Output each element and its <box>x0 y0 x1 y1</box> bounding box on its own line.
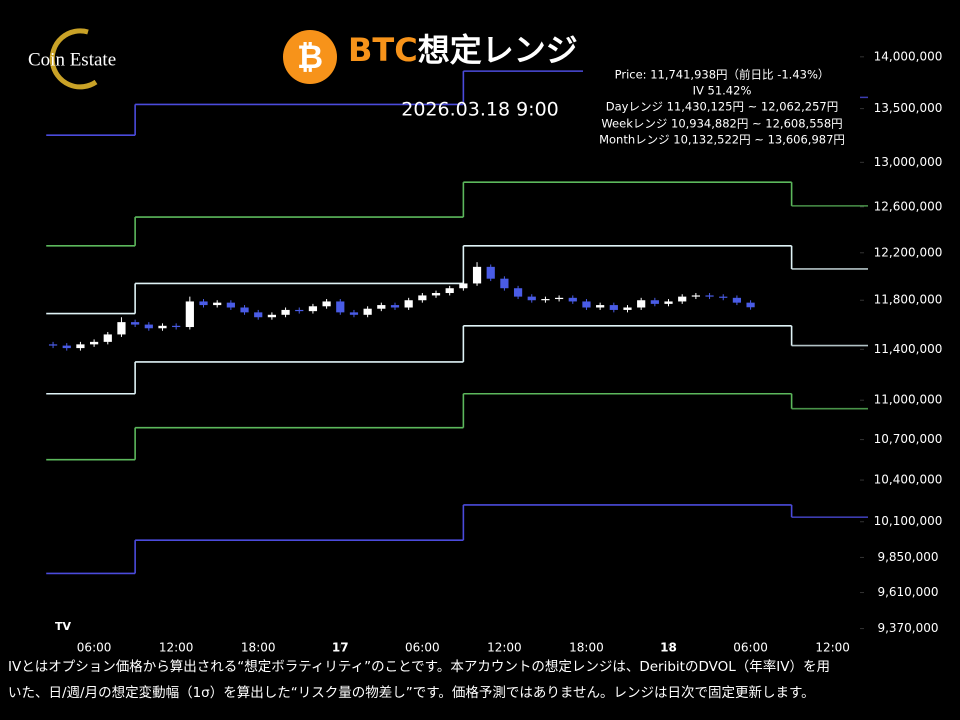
candle-body <box>158 325 167 329</box>
y-tick-label: 12,600,000 <box>874 199 943 213</box>
info-box <box>583 62 860 152</box>
candle-body <box>732 297 742 303</box>
info-line: IV 51.42% <box>693 84 752 98</box>
info-line: Weekレンジ 10,934,882円 ~ 12,608,558円 <box>601 117 842 131</box>
candle-body <box>349 312 359 315</box>
y-tick-label: 13,500,000 <box>874 101 943 115</box>
candle-body <box>62 345 71 349</box>
candle-body <box>568 297 577 302</box>
candle-body <box>664 301 673 304</box>
btc-symbol: ₿ <box>297 38 323 76</box>
candle-body <box>719 296 728 298</box>
candle-body <box>144 324 153 329</box>
candle-body <box>746 302 755 308</box>
candle-body <box>390 305 400 308</box>
footnote: IVとはオプション価格から算出される“想定ボラティリティ”のことです。本アカウン… <box>8 658 830 675</box>
candle-body <box>48 344 58 346</box>
candle-body <box>185 301 194 328</box>
y-tick-label: 14,000,000 <box>874 49 943 63</box>
plot-area: 14,000,000 13,500,000 13,000,000 12,600,000… <box>46 49 943 655</box>
x-tick-label: 12:00 <box>159 641 194 655</box>
y-tick-label: 13,000,000 <box>874 155 943 169</box>
candle-body <box>89 341 99 345</box>
candle-body <box>308 306 318 312</box>
info-line: Monthレンジ 10,132,522円 ~ 13,606,987円 <box>599 133 845 147</box>
btc-icon <box>283 30 337 84</box>
x-tick-label: 12:00 <box>487 641 522 655</box>
candle-body <box>637 300 646 308</box>
chart-title: BTC想定レンジ <box>348 31 578 69</box>
candle-body <box>267 314 276 318</box>
x-tick-label: 18:00 <box>241 641 276 655</box>
x-tick-label: 17 <box>332 641 349 655</box>
candle-body <box>486 266 495 279</box>
candle-body <box>404 300 413 308</box>
candle-body <box>445 288 454 294</box>
candle-body <box>418 295 427 301</box>
candle-body <box>363 308 372 315</box>
candle-body <box>172 325 181 328</box>
x-tick-label: 06:00 <box>77 641 112 655</box>
candle-body <box>295 309 304 312</box>
logo: Coin Estate <box>28 28 116 90</box>
x-tick-label: 12:00 <box>815 641 850 655</box>
candle-body <box>254 312 263 318</box>
candle-body <box>226 302 235 308</box>
candle-body <box>500 278 509 289</box>
x-tick-label: 18 <box>660 641 677 655</box>
candle-body <box>472 266 482 284</box>
candle-body <box>240 307 249 313</box>
y-tick-label: 10,100,000 <box>874 514 943 528</box>
title-ticker: BTC <box>348 31 418 69</box>
candle-body <box>678 296 687 302</box>
logo-mark <box>49 28 98 90</box>
tv-logo: TV <box>55 620 72 633</box>
candle-body <box>377 305 386 309</box>
candle-body <box>705 295 714 297</box>
candle-body <box>527 296 536 301</box>
logo-text: Coin Estate <box>28 49 116 70</box>
candle-body <box>541 299 550 301</box>
candle-body <box>623 307 632 310</box>
candle-body <box>213 302 222 306</box>
x-tick-label: 06:00 <box>405 641 440 655</box>
y-tick-label: 11,000,000 <box>874 393 943 407</box>
y-tick-label: 11,400,000 <box>874 342 943 356</box>
y-tick-label: 9,370,000 <box>877 621 938 635</box>
y-tick-label: 10,400,000 <box>874 473 943 487</box>
candle-body <box>691 295 700 297</box>
candle-body <box>131 322 140 325</box>
candle-body <box>281 309 290 315</box>
y-tick-label: 9,610,000 <box>877 585 938 599</box>
candle-body <box>199 301 208 306</box>
info-line: Price: 11,741,938円（前日比 -1.43%） <box>615 68 830 82</box>
candle-body <box>609 305 618 310</box>
candle-body <box>431 293 441 296</box>
candle-body <box>555 297 564 300</box>
candle-body <box>513 288 523 297</box>
y-tick-label: 9,850,000 <box>877 550 938 564</box>
candle-body <box>103 334 112 342</box>
footnote: いた、日/週/月の想定変動幅（1σ）を算出した“リスク量の物差し”です。価格予測… <box>8 684 815 701</box>
x-tick-label: 18:00 <box>569 641 604 655</box>
y-tick-label: 11,800,000 <box>874 293 943 307</box>
candle-body <box>322 301 331 307</box>
candle-body <box>117 322 126 335</box>
candle-body <box>336 301 345 313</box>
x-tick-label: 06:00 <box>733 641 768 655</box>
subtitle: 2026.03.18 9:00 <box>401 99 559 121</box>
candle-body <box>76 344 85 349</box>
candle-body <box>582 301 591 308</box>
title-text: 想定レンジ <box>418 31 578 69</box>
y-tick-label: 10,700,000 <box>874 432 943 446</box>
info-line: Dayレンジ 11,430,125円 ~ 12,062,257円 <box>606 100 839 114</box>
y-tick-label: 12,200,000 <box>874 245 943 259</box>
candle-body <box>596 305 605 308</box>
candle-body <box>459 283 468 289</box>
candle-body <box>650 300 659 304</box>
